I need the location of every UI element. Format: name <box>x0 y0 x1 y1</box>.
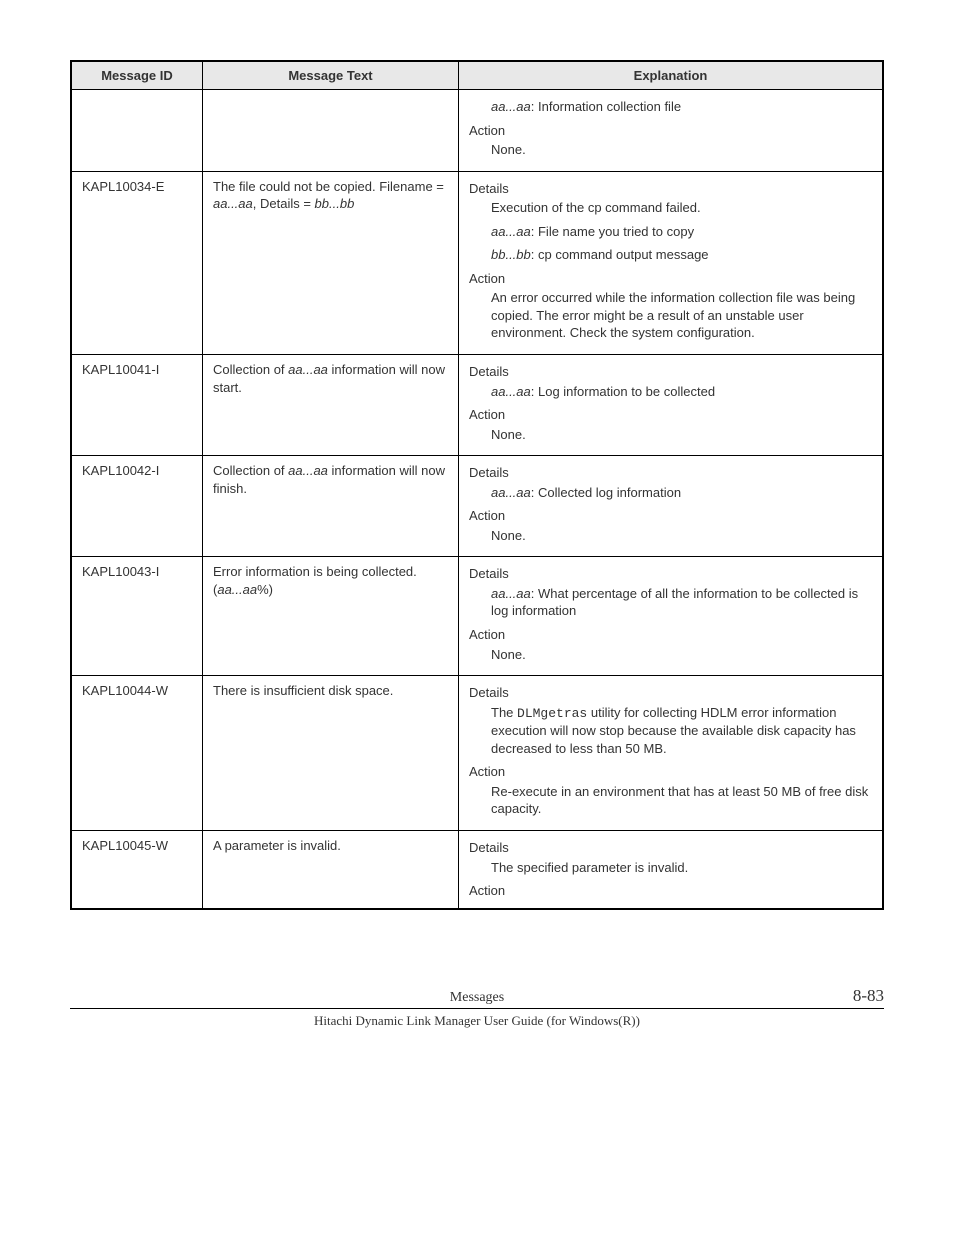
explanation-label: Action <box>469 882 872 900</box>
cell-explanation: aa...aa: Information collection file Acti… <box>459 90 884 172</box>
cell-message-id: KAPL10034-E <box>71 171 203 354</box>
explanation-detail: aa...aa: Information collection file <box>491 98 872 116</box>
cell-explanation: DetailsExecution of the cp command faile… <box>459 171 884 354</box>
cell-message-text: Collection of aa...aa information will n… <box>203 456 459 557</box>
cell-explanation: Details aa...aa: Log information to be co… <box>459 355 884 456</box>
cell-message-id: KAPL10041-I <box>71 355 203 456</box>
explanation-detail: aa...aa: Log information to be collected <box>491 383 872 401</box>
cell-message-text: The file could not be copied. Filename =… <box>203 171 459 354</box>
header-message-id: Message ID <box>71 61 203 90</box>
explanation-label: Action <box>469 763 872 781</box>
table-row: KAPL10041-ICollection of aa...aa informa… <box>71 355 883 456</box>
cell-message-text: Collection of aa...aa information will n… <box>203 355 459 456</box>
explanation-label: Action <box>469 626 872 644</box>
table-row: aa...aa: Information collection file Acti… <box>71 90 883 172</box>
explanation-label: Details <box>469 363 872 381</box>
explanation-label: Details <box>469 684 872 702</box>
cell-message-id <box>71 90 203 172</box>
table-body: aa...aa: Information collection file Acti… <box>71 90 883 909</box>
table-row: KAPL10043-IError information is being co… <box>71 557 883 676</box>
explanation-label: Details <box>469 565 872 583</box>
explanation-detail: aa...aa: File name you tried to copy <box>491 223 872 241</box>
explanation-label: Details <box>469 180 872 198</box>
explanation-detail: None. <box>491 426 872 444</box>
table-row: KAPL10034-EThe file could not be copied.… <box>71 171 883 354</box>
explanation-detail: None. <box>491 646 872 664</box>
explanation-label: Details <box>469 464 872 482</box>
cell-message-text: There is insufficient disk space. <box>203 676 459 831</box>
explanation-detail: aa...aa: What percentage of all the info… <box>491 585 872 620</box>
explanation-detail: None. <box>491 141 872 159</box>
cell-message-text: Error information is being collected. (a… <box>203 557 459 676</box>
explanation-detail: aa...aa: Collected log information <box>491 484 872 502</box>
explanation-detail: The DLMgetras utility for collecting HDL… <box>491 704 872 758</box>
table-row: KAPL10042-ICollection of aa...aa informa… <box>71 456 883 557</box>
footer-page-number: 8-83 <box>853 986 884 1006</box>
explanation-label: Action <box>469 406 872 424</box>
explanation-detail: None. <box>491 527 872 545</box>
cell-explanation: Details The DLMgetras utility for collect… <box>459 676 884 831</box>
explanation-detail: The specified parameter is invalid. <box>491 859 872 877</box>
explanation-label: Action <box>469 122 872 140</box>
explanation-label: Action <box>469 507 872 525</box>
explanation-detail: Re-execute in an environment that has at… <box>491 783 872 818</box>
table-row: KAPL10044-WThere is insufficient disk sp… <box>71 676 883 831</box>
explanation-label: Action <box>469 270 872 288</box>
cell-message-text <box>203 90 459 172</box>
explanation-label: Details <box>469 839 872 857</box>
cell-message-text: A parameter is invalid. <box>203 830 459 908</box>
footer-section: Messages <box>450 990 504 1005</box>
table-row: KAPL10045-WA parameter is invalid.Detail… <box>71 830 883 908</box>
cell-message-id: KAPL10045-W <box>71 830 203 908</box>
page-footer: Messages 8-83 <box>70 990 884 1009</box>
messages-table: Message ID Message Text Explanation aa..… <box>70 60 884 910</box>
cell-message-id: KAPL10043-I <box>71 557 203 676</box>
cell-message-id: KAPL10042-I <box>71 456 203 557</box>
explanation-detail: Execution of the cp command failed. <box>491 199 872 217</box>
cell-message-id: KAPL10044-W <box>71 676 203 831</box>
explanation-detail: An error occurred while the information … <box>491 289 872 342</box>
footer-book-title: Hitachi Dynamic Link Manager User Guide … <box>70 1013 884 1029</box>
header-message-text: Message Text <box>203 61 459 90</box>
cell-explanation: Details The specified parameter is invali… <box>459 830 884 908</box>
table-header-row: Message ID Message Text Explanation <box>71 61 883 90</box>
header-explanation: Explanation <box>459 61 884 90</box>
cell-explanation: Details aa...aa: Collected log informatio… <box>459 456 884 557</box>
cell-explanation: Details aa...aa: What percentage of all t… <box>459 557 884 676</box>
explanation-detail: bb...bb: cp command output message <box>491 246 872 264</box>
